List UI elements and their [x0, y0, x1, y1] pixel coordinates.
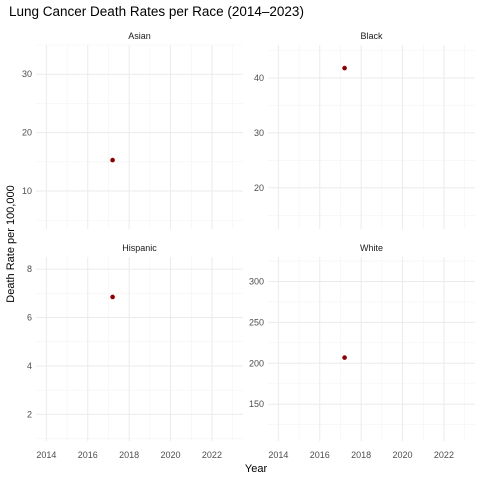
y-tick-label: 30: [254, 128, 264, 138]
y-tick-label: 2: [27, 409, 32, 419]
data-point: [342, 65, 347, 71]
panel-black: Black 20 30 40: [254, 31, 475, 229]
strip-label: Asian: [128, 31, 151, 41]
y-tick-label: 20: [22, 128, 32, 138]
panel-white: White 150 200 250 300 2014 2016 2018 2020 2022: [249, 243, 475, 460]
data-point: [342, 355, 347, 360]
x-tick-label: 2022: [202, 450, 222, 460]
y-tick-label: 4: [27, 361, 32, 371]
strip-label: Black: [360, 31, 383, 41]
x-tick-label: 2016: [310, 450, 330, 460]
y-tick-label: 10: [22, 186, 32, 196]
y-tick-label: 300: [249, 277, 264, 287]
x-tick-label: 2020: [161, 450, 181, 460]
facet-panels: Asian 10 20 30 Black 20 30 40 Hispanic 2 4 6 8 2014 20…: [22, 31, 475, 460]
x-tick-label: 2018: [119, 450, 139, 460]
x-tick-label: 2014: [268, 450, 288, 460]
y-tick-label: 250: [249, 317, 264, 327]
data-point: [110, 294, 115, 300]
y-tick-label: 200: [249, 358, 264, 368]
x-tick-label: 2014: [36, 450, 56, 460]
strip-label: White: [360, 243, 383, 253]
y-tick-label: 150: [249, 399, 264, 409]
y-tick-label: 8: [27, 264, 32, 274]
x-tick-label: 2020: [393, 450, 413, 460]
y-tick-label: 6: [27, 313, 32, 323]
y-tick-label: 40: [254, 73, 264, 83]
panel-asian: Asian 10 20 30: [22, 31, 243, 229]
panel-hispanic: Hispanic 2 4 6 8 2014 2016 2018 2020 2022: [27, 243, 243, 460]
strip-label: Hispanic: [122, 243, 157, 253]
data-point: [110, 157, 115, 163]
x-tick-label: 2022: [434, 450, 454, 460]
x-tick-label: 2016: [78, 450, 98, 460]
x-tick-label: 2018: [351, 450, 371, 460]
y-tick-label: 20: [254, 183, 264, 193]
x-axis-title: Year: [245, 463, 268, 475]
y-tick-label: 30: [22, 69, 32, 79]
y-axis-title: Death Rate per 100,000: [5, 185, 17, 302]
chart-title: Lung Cancer Death Rates per Race (2014–2…: [9, 4, 304, 19]
